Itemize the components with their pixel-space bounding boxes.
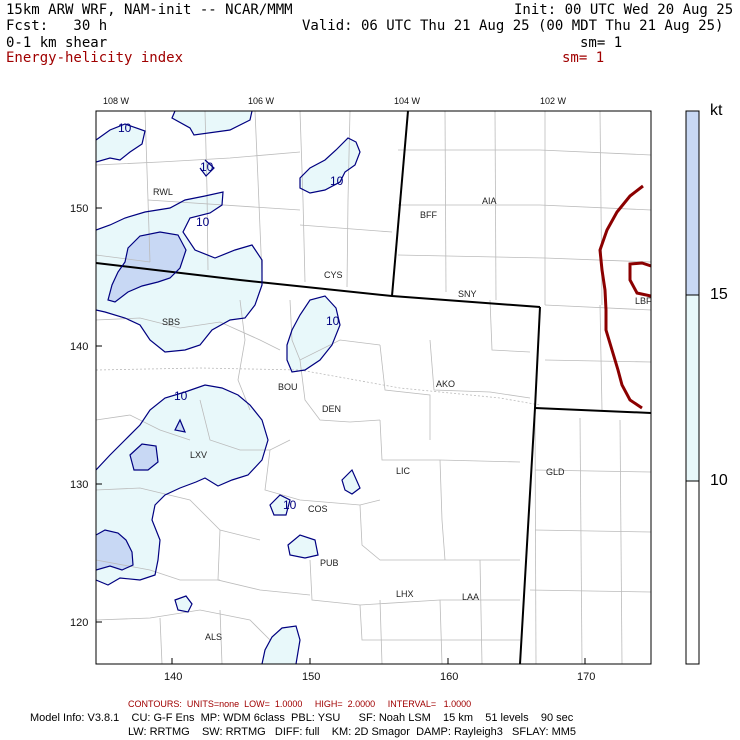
model-info-line2: LW: RRTMG SW: RRTMG DIFF: full KM: 2D Sm… [128, 726, 577, 738]
station-label: LAA [462, 592, 479, 602]
colorbar [685, 110, 700, 665]
colorbar-segment-15plus [686, 111, 699, 295]
y-tick-label: 150 [70, 203, 88, 215]
station-label: AKO [436, 379, 455, 389]
y-tick-label: 140 [70, 341, 88, 353]
map-content: RWL BFF AIA CYS SNY LBF SBS BOU DEN AKO … [96, 111, 679, 664]
map-frame [95, 110, 652, 665]
colorbar-level-label: 15 [710, 286, 728, 303]
lat-label: 40 N [660, 410, 679, 420]
lat-label: 38 N [658, 608, 677, 618]
colorbar-level-label: 10 [710, 472, 728, 489]
init-time: Init: 00 UTC Wed 20 Aug 25 [514, 2, 734, 18]
x-tick-label: 160 [440, 671, 458, 683]
model-info-line1: Model Info: V3.8.1 CU: G-F Ens MP: WDM 6… [30, 712, 574, 724]
ehi-contour [598, 184, 651, 410]
valid-time: Valid: 06 UTC Thu 21 Aug 25 (00 MDT Thu … [302, 18, 724, 34]
station-label: LIC [396, 466, 411, 476]
station-label: SBS [162, 317, 180, 327]
x-tick-label: 140 [164, 671, 182, 683]
latitude-labels: 42 N 40 N 38 N [658, 210, 679, 618]
ehi-smoothing: sm= 1 [562, 50, 605, 66]
shear-contours [96, 111, 361, 664]
contour-label: 10 [326, 314, 340, 328]
contour-label: 10 [174, 389, 188, 403]
colorbar-segment-below10 [686, 481, 699, 664]
station-label: COS [308, 504, 328, 514]
lon-label: 102 W [540, 96, 567, 106]
contour-value-labels: 10 10 10 10 10 10 10 [118, 121, 344, 512]
station-label: DEN [322, 404, 341, 414]
station-label: RWL [153, 187, 173, 197]
station-label: PUB [320, 558, 339, 568]
contour-label: 10 [330, 174, 344, 188]
forecast-hour: Fcst: 30 h [6, 18, 108, 34]
station-label: LHX [396, 589, 414, 599]
field-shear-label: 0-1 km shear [6, 35, 108, 51]
shear-fill [96, 111, 360, 664]
lon-label: 104 W [394, 96, 421, 106]
y-tick-label: 130 [70, 479, 88, 491]
y-tick-label: 120 [70, 617, 88, 629]
lat-label: 42 N [658, 210, 677, 220]
colorbar-segment-10to15 [686, 295, 699, 481]
contour-label: 10 [118, 121, 132, 135]
contour-label: 10 [200, 160, 214, 174]
colorbar-frame [685, 110, 700, 665]
station-label: LXV [190, 450, 207, 460]
station-label: AIA [482, 196, 497, 206]
shear-smoothing: sm= 1 [580, 35, 623, 51]
station-label: ALS [205, 632, 222, 642]
y-tick-labels: 150 140 130 120 [70, 203, 88, 629]
contour-info: CONTOURS: UNITS=none LOW= 1.0000 HIGH= 2… [128, 699, 472, 709]
longitude-labels: 108 W 106 W 104 W 102 W [103, 96, 567, 106]
station-label: SNY [458, 289, 477, 299]
colorbar-unit: kt [710, 102, 723, 119]
lon-label: 108 W [103, 96, 130, 106]
x-tick-label: 150 [302, 671, 320, 683]
field-ehi-label: Energy-helicity index [6, 50, 184, 66]
state-borders [96, 111, 651, 664]
station-label: BFF [420, 210, 438, 220]
station-label: CYS [324, 270, 343, 280]
axis-ticks [96, 207, 586, 664]
x-tick-labels: 140 150 160 170 [164, 671, 595, 683]
station-label: BOU [278, 382, 298, 392]
county-lines [96, 111, 651, 664]
station-label: LBF [635, 296, 652, 306]
contour-label: 10 [283, 498, 297, 512]
contour-label: 10 [196, 215, 210, 229]
station-labels: RWL BFF AIA CYS SNY LBF SBS BOU DEN AKO … [153, 187, 652, 642]
station-label: GLD [546, 467, 565, 477]
x-tick-label: 170 [577, 671, 595, 683]
lon-label: 106 W [248, 96, 275, 106]
model-title: 15km ARW WRF, NAM-init -- NCAR/MMM [6, 2, 293, 18]
